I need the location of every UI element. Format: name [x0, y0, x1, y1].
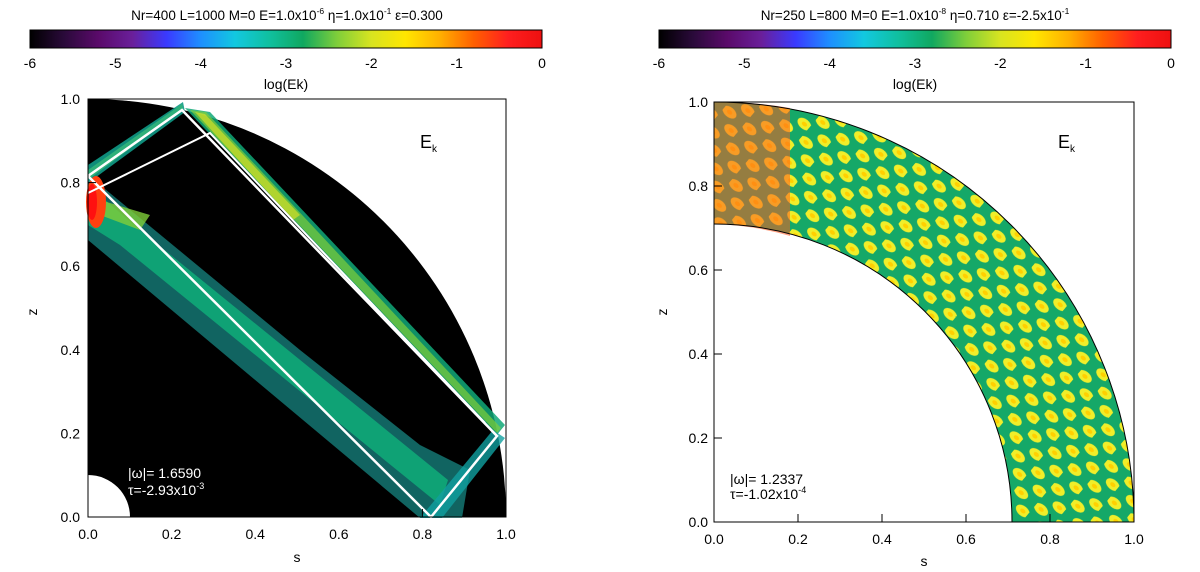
left-domain-background: [88, 99, 506, 517]
left-x-axis-label: s: [294, 549, 301, 565]
right-plot-area: 0.0 0.2 0.4 0.6 0.8 1.0 0.0 0.2 0.4 0.6 …: [654, 94, 1144, 569]
right-colorbar-tick: -6: [653, 55, 666, 71]
left-y-tick-label: 0.6: [61, 258, 81, 274]
right-tau-readout: τ=-1.02x10-4: [730, 485, 806, 502]
left-attractor-inner-edge: [87, 131, 486, 424]
right-omega-readout: |ω|= 1.2337: [730, 471, 803, 487]
left-colorbar-tick: -4: [194, 55, 207, 71]
right-y-tick-label: 1.0: [689, 94, 709, 110]
left-colorbar-tick: -3: [280, 55, 293, 71]
right-x-axis-label: s: [921, 553, 928, 569]
right-y-axis-label: z: [654, 309, 670, 316]
right-heatmap: [713, 101, 1135, 523]
right-colorbar-ticks: -6 -5 -4 -3 -2 -1 0: [653, 55, 1175, 71]
left-panel: Nr=400 L=1000 M=0 E=1.0x10-6 η=1.0x10-1 …: [24, 6, 546, 565]
left-axis-ticks: [87, 98, 507, 518]
right-shell-outline: [713, 101, 1135, 523]
left-plot-area: 0.0 0.2 0.4 0.6 0.8 1.0 0.0 0.2 0.4 0.6 …: [24, 91, 516, 565]
left-beam-segment: [100, 200, 150, 230]
left-x-tick-label: 0.6: [329, 526, 349, 542]
left-inner-sphere: [88, 475, 130, 517]
left-x-tick-label: 0.8: [413, 526, 433, 542]
left-y-tick-label: 0.0: [61, 509, 81, 525]
left-x-tick-label: 0.4: [245, 526, 265, 542]
right-title: Nr=250 L=800 M=0 E=1.0x10-8 η=0.710 ε=-2…: [761, 6, 1070, 23]
right-colorbar: [658, 29, 1172, 49]
right-x-tick-label: 0.8: [1040, 531, 1060, 547]
right-ek-label: Ek: [1058, 132, 1076, 155]
left-colorbar-ticks: -6 -5 -4 -3 -2 -1 0: [24, 55, 546, 71]
right-y-tick-label: 0.4: [689, 346, 709, 362]
left-colorbar-tick: -6: [24, 55, 37, 71]
left-y-tick-label: 1.0: [61, 91, 81, 107]
right-x-tick-label: 0.6: [956, 531, 976, 547]
right-x-tick-label: 0.0: [704, 531, 724, 547]
right-colorbar-label: log(Ek): [893, 76, 937, 92]
right-colorbar-tick: -5: [738, 55, 751, 71]
right-colorbar-tick: -1: [1079, 55, 1092, 71]
left-tau-readout: τ=-2.93x10-3: [128, 481, 204, 498]
right-colorbar-tick: -2: [994, 55, 1007, 71]
left-x-tick-label: 0.0: [78, 526, 98, 542]
right-x-tick-label: 0.2: [788, 531, 808, 547]
left-x-tick-label: 1.0: [496, 526, 516, 542]
left-colorbar-tick: -2: [365, 55, 378, 71]
right-y-tick-label: 0.8: [689, 178, 709, 194]
left-beam-segment: [195, 112, 300, 220]
right-hot-region: [714, 101, 790, 236]
right-colorbar-tick: -3: [909, 55, 922, 71]
left-colorbar: [29, 29, 543, 49]
left-ek-label: Ek: [420, 132, 438, 155]
right-x-tick-label: 1.0: [1124, 531, 1144, 547]
right-y-tick-label: 0.6: [689, 262, 709, 278]
right-x-tick-label: 0.4: [872, 531, 892, 547]
left-colorbar-tick: 0: [538, 55, 546, 71]
right-axis-ticks: [713, 101, 1135, 523]
right-y-tick-label: 0.0: [689, 514, 709, 530]
left-y-tick-label: 0.4: [61, 342, 81, 358]
left-y-axis-label: z: [24, 309, 40, 316]
left-colorbar-label: log(Ek): [264, 76, 308, 92]
left-y-tick-label: 0.8: [61, 175, 81, 191]
left-omega-readout: |ω|= 1.6590: [128, 465, 201, 481]
right-colorbar-tick: -4: [823, 55, 836, 71]
left-colorbar-tick: -1: [450, 55, 463, 71]
left-colorbar-tick: -5: [109, 55, 122, 71]
right-panel: Nr=250 L=800 M=0 E=1.0x10-8 η=0.710 ε=-2…: [653, 6, 1175, 569]
left-x-tick-label: 0.2: [162, 526, 182, 542]
right-shell-domain: [714, 102, 1134, 522]
left-heatmap: [86, 99, 506, 519]
right-axes-frame: [713, 101, 1135, 523]
left-title: Nr=400 L=1000 M=0 E=1.0x10-6 η=1.0x10-1 …: [131, 6, 443, 23]
left-attractor-path: [87, 108, 499, 519]
right-y-tick-label: 0.2: [689, 430, 709, 446]
left-y-tick-label: 0.2: [61, 425, 81, 441]
right-colorbar-tick: 0: [1167, 55, 1175, 71]
left-axes-frame: [87, 98, 507, 518]
